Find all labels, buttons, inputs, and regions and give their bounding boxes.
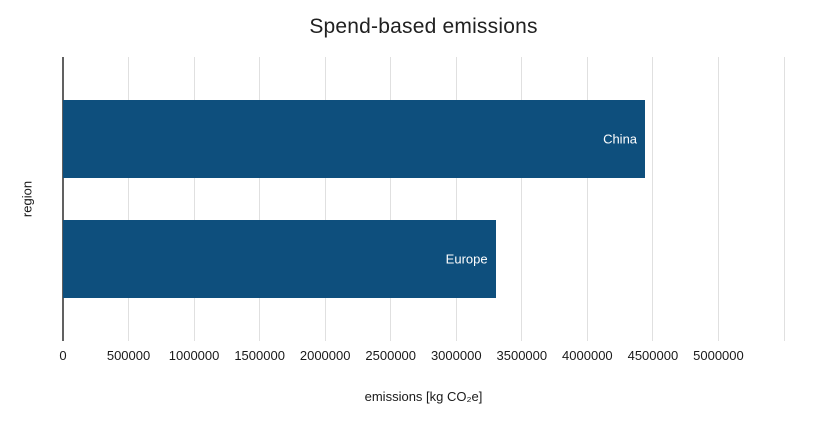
- gridline: [783, 57, 785, 341]
- gridline: [521, 57, 523, 341]
- gridline: [717, 57, 719, 341]
- x-tick-label: 2500000: [365, 348, 417, 363]
- x-axis-ticks: 0 500000 1000000 1500000 2000000 2500000 30000…: [59, 348, 784, 364]
- x-tick-label: 0: [59, 348, 67, 363]
- x-tick-label: 3500000: [496, 348, 548, 363]
- x-tick-label: 1500000: [234, 348, 285, 363]
- bar-china[interactable]: China: [63, 99, 646, 178]
- y-axis-title: region: [19, 180, 35, 218]
- bar-label: China: [603, 131, 638, 147]
- plot-area: China Europe: [62, 57, 785, 341]
- chart-title: Spend-based emissions: [309, 15, 538, 38]
- x-tick-label: 5000000: [693, 348, 744, 363]
- x-axis-title: emissions [kg CO₂e]: [364, 389, 483, 404]
- gridline: [586, 57, 588, 341]
- gridline: [259, 57, 261, 341]
- gridline: [652, 57, 654, 341]
- gridline: [324, 57, 326, 341]
- x-tick-label: 4500000: [627, 348, 679, 363]
- gridline: [128, 57, 130, 341]
- gridline: [193, 57, 195, 341]
- bar-label: Europe: [445, 251, 488, 267]
- x-tick-label: 1000000: [168, 348, 220, 363]
- bar-europe[interactable]: Europe: [63, 220, 496, 299]
- y-axis-line: [62, 57, 64, 341]
- gridline: [390, 57, 392, 341]
- gridline: [455, 57, 457, 341]
- x-tick-label: 2000000: [299, 348, 351, 363]
- x-tick-label: 3000000: [430, 348, 482, 363]
- x-tick-label: 4000000: [562, 348, 613, 363]
- x-tick-label: 500000: [106, 348, 151, 363]
